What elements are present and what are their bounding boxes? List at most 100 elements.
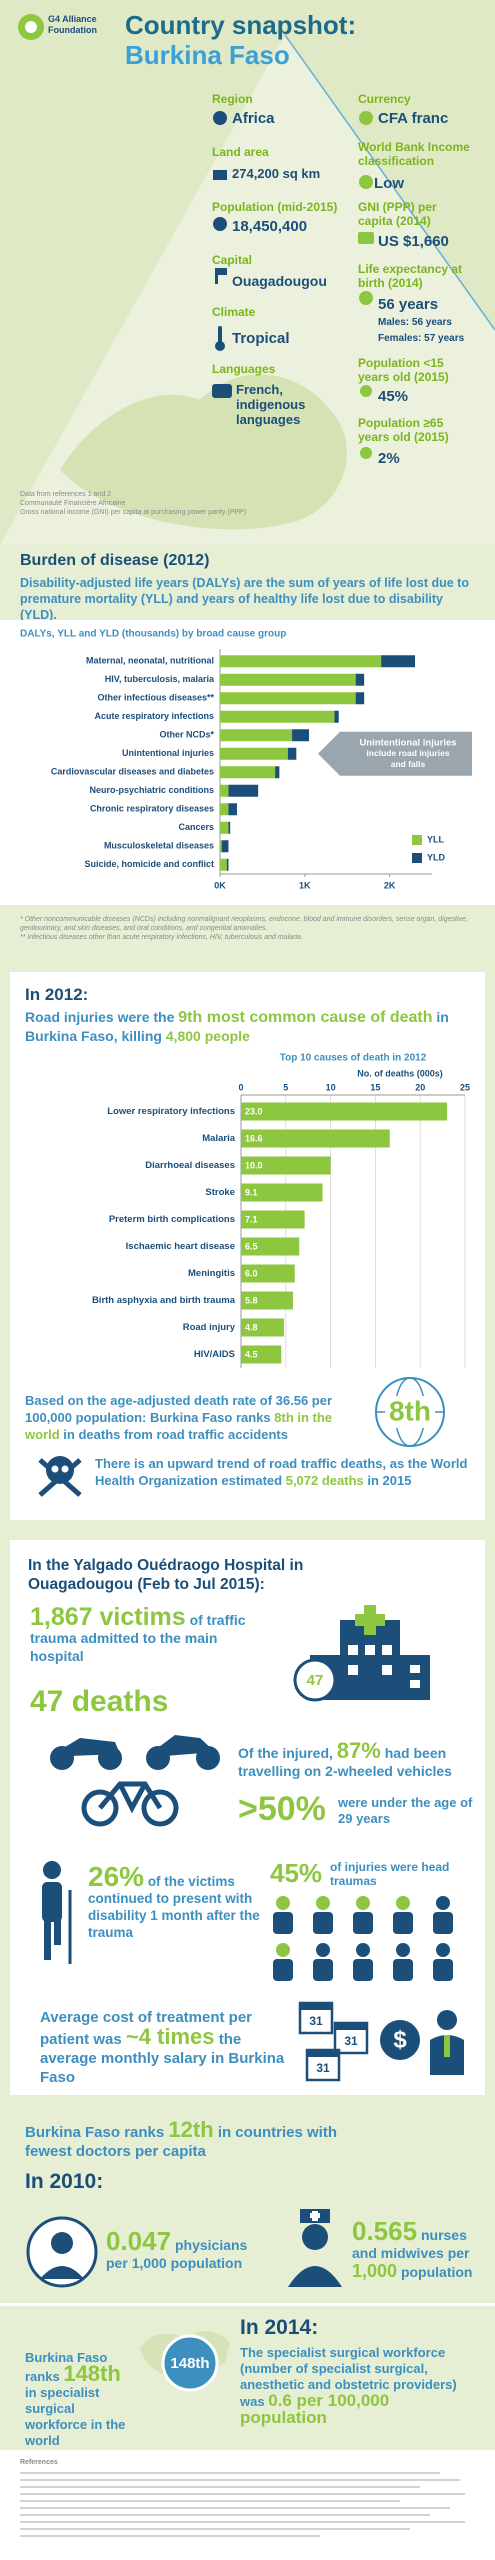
decor-rect	[300, 2003, 332, 2010]
globe-icon: 8th	[375, 1377, 445, 1447]
fact-value: Tropical	[232, 330, 290, 347]
y-tick-label: Preterm birth complications	[109, 1214, 235, 1225]
y-tick-label: HIV/AIDS	[194, 1349, 235, 1360]
reference-lines	[20, 2472, 465, 2537]
y-tick-label: Unintentional injuries	[122, 748, 214, 758]
decor-rect	[44, 1920, 51, 1960]
decor-rect	[20, 2528, 410, 2530]
x-tick-label: 25	[460, 1082, 470, 1092]
head-share: 45%	[270, 1858, 323, 1888]
logo-line: Foundation	[48, 25, 97, 35]
y-tick-label: Lower respiratory infections	[107, 1106, 235, 1117]
highlight: 0.047	[106, 2226, 172, 2256]
doctor-icon	[26, 2216, 98, 2288]
text: of the victims continued to present with…	[88, 1874, 260, 1940]
references-panel	[0, 2450, 495, 2560]
deaths-count: 47 deaths	[30, 1685, 169, 1718]
decor-rect	[355, 1614, 385, 1626]
surgical-text: The specialist surgical workforce (numbe…	[240, 2345, 480, 2427]
decor-g	[348, 1645, 420, 1688]
value-label: 16.6	[245, 1133, 263, 1143]
decor-rect	[20, 2535, 320, 2537]
section-title: Burden of disease (2012)	[20, 552, 210, 569]
chart-title: DALYs, YLL and YLD (thousands) by broad …	[20, 629, 286, 640]
y-tick-label: Stroke	[205, 1187, 235, 1198]
text: Burkina Faso ranks	[25, 2350, 108, 2384]
burden-notes: * Other noncommunicable diseases (NCDs) …	[20, 915, 475, 942]
decor-rect	[20, 2500, 400, 2502]
hospital-icon: 47	[293, 1605, 430, 1702]
highlight: 148th	[63, 2361, 121, 2386]
y-tick-label: Birth asphyxia and birth trauma	[92, 1295, 236, 1306]
decor-circle	[396, 1896, 410, 1910]
bar	[241, 1210, 305, 1229]
text: The specialist surgical workforce (numbe…	[240, 2345, 457, 2409]
decor-rect	[42, 1882, 62, 1922]
decor-rect	[433, 1959, 453, 1981]
decor-rect	[313, 1959, 333, 1981]
surgical-rank: Burkina Faso ranks 148th in specialist s…	[25, 2350, 130, 2449]
x-axis-label: No. of deaths (000s)	[357, 1068, 443, 1078]
text: in 2015	[367, 1473, 412, 1488]
decor-circle	[46, 1456, 74, 1484]
bar	[241, 1102, 448, 1121]
text: population	[400, 2264, 473, 2280]
rank-text: Based on the age-adjusted death rate of …	[25, 1392, 360, 1443]
decor-rect	[20, 2493, 465, 2495]
annotation: include road injuries	[366, 748, 449, 758]
decor-circle	[141, 1789, 179, 1827]
x-tick-label: 0K	[214, 880, 226, 890]
y-tick-label: Ischaemic heart disease	[126, 1241, 235, 1252]
decor-circle	[61, 1465, 69, 1473]
bar-segment	[220, 692, 356, 705]
title: Country snapshot:	[125, 10, 357, 40]
bar-segment	[228, 803, 237, 816]
legend-swatch	[412, 835, 422, 845]
age-text: were under the age of 29 years	[338, 1795, 473, 1826]
bar	[241, 1264, 295, 1283]
decor-rect	[218, 268, 227, 275]
legend-label: YLD	[427, 852, 446, 862]
fact-value: 45%	[378, 388, 409, 405]
note: ** Infectious diseases other than acute …	[20, 934, 303, 941]
skull-icon	[38, 1456, 82, 1497]
highlight: 0.565	[352, 2216, 418, 2246]
legend-swatch	[412, 853, 422, 863]
decor-circle	[43, 1861, 61, 1879]
annotation: and falls	[391, 759, 426, 769]
fact-value: 2%	[378, 450, 400, 467]
decor-circle	[213, 111, 227, 125]
decor-circle	[25, 21, 37, 33]
text: 1,000	[131, 2255, 167, 2271]
cost-icons: 31 31 31 $	[298, 2001, 464, 2082]
fact-value: 274,200 sq km	[232, 166, 321, 181]
y-tick-label: Road injury	[183, 1322, 236, 1333]
decor-circle	[51, 1465, 59, 1473]
two-wheel-text: Of the injured, 87% had been travelling …	[238, 1740, 478, 1780]
decor-circle	[359, 175, 373, 189]
decor-rect	[215, 268, 218, 284]
fact-value: 56 years	[378, 296, 439, 313]
decor-circle	[215, 341, 225, 351]
value-label: 5.8	[245, 1295, 258, 1305]
people-icons	[273, 1896, 453, 1981]
decor-line	[284, 34, 495, 331]
decor-path	[40, 2266, 84, 2279]
note: Communauté Financière Africaine	[20, 500, 126, 507]
icon-number: 47	[307, 1672, 324, 1689]
logo-icon	[18, 14, 44, 40]
header-background	[0, 0, 495, 545]
decor-rect	[212, 384, 232, 398]
fact-label: Land area	[212, 145, 269, 159]
bar	[241, 1183, 323, 1202]
decor-rect	[20, 2486, 420, 2488]
decor-rect	[213, 170, 227, 180]
decor-rect	[20, 2479, 460, 2481]
decor-g	[358, 111, 374, 459]
bar-segment	[355, 673, 365, 686]
fact-label: GNI (PPP) per capita (2014)	[358, 200, 437, 228]
bar	[241, 1318, 285, 1337]
highlight: 0.6 per 100,000 population	[240, 2391, 390, 2427]
y-tick-label: HIV, tuberculosis, malaria	[105, 674, 215, 684]
decor-rect	[273, 1912, 293, 1934]
